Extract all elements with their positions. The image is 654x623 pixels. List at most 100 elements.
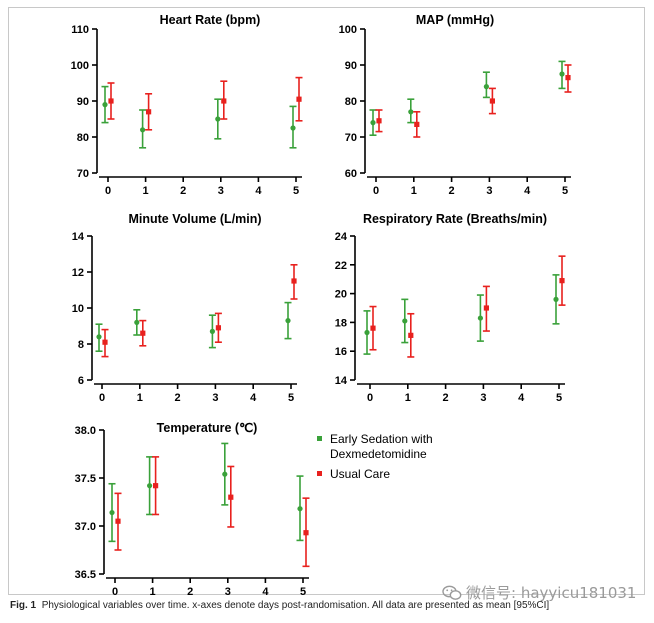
minute-volume-x-tick-label: 5 bbox=[288, 392, 294, 404]
respiratory-rate-x-tick-label: 2 bbox=[443, 392, 449, 404]
map-series-usual bbox=[375, 64, 572, 138]
legend-early-label-line1: Early Sedation with bbox=[330, 432, 433, 446]
heart-rate-y-tick-label: 80 bbox=[77, 132, 89, 144]
respiratory-rate-usual-point bbox=[370, 325, 376, 331]
map-usual-point bbox=[414, 121, 420, 127]
minute-volume-y-tick-label: 12 bbox=[72, 267, 84, 279]
caption-label: Fig. 1 bbox=[10, 600, 37, 611]
minute-volume-y-tick-label: 14 bbox=[72, 231, 85, 243]
map-early-point bbox=[408, 109, 414, 115]
temperature-x-tick-label: 5 bbox=[300, 586, 306, 598]
heart-rate-usual-point bbox=[221, 98, 227, 104]
temperature-usual-point bbox=[228, 494, 234, 500]
map-y-tick-label: 100 bbox=[339, 24, 357, 36]
temperature-y-tick-label: 36.5 bbox=[75, 569, 96, 581]
minute-volume-early-point bbox=[134, 319, 140, 325]
minute-volume-series-early bbox=[95, 301, 292, 353]
respiratory-rate-y-tick-label: 24 bbox=[335, 231, 348, 243]
map-early-point bbox=[559, 71, 565, 77]
temperature-x-tick-label: 4 bbox=[262, 586, 269, 598]
minute-volume-x-tick-label: 2 bbox=[175, 392, 181, 404]
temperature-y-tick-label: 37.0 bbox=[75, 521, 96, 533]
heart-rate-x-tick-label: 4 bbox=[255, 185, 262, 197]
minute-volume-y-tick-label: 6 bbox=[78, 375, 84, 387]
minute-volume-early-point bbox=[209, 328, 215, 334]
minute-volume-early-point bbox=[96, 334, 102, 340]
heart-rate-series-early bbox=[101, 85, 297, 149]
respiratory-rate-usual-point bbox=[408, 332, 414, 338]
map-usual-point bbox=[376, 118, 382, 124]
heart-rate-y-tick-label: 110 bbox=[71, 24, 89, 36]
heart-rate-early-point bbox=[215, 116, 221, 122]
temperature-x-tick-label: 0 bbox=[112, 586, 118, 598]
wechat-icon bbox=[442, 585, 462, 601]
temperature-early-point bbox=[222, 471, 228, 477]
respiratory-rate-title: Respiratory Rate (Breaths/min) bbox=[363, 212, 547, 226]
respiratory-rate-usual-point bbox=[483, 305, 489, 311]
temperature-x-tick-label: 2 bbox=[187, 586, 193, 598]
temperature-usual-point bbox=[303, 530, 309, 536]
heart-rate-early-point bbox=[102, 102, 108, 108]
heart-rate-x-tick-label: 5 bbox=[293, 185, 299, 197]
caption-text: Physiological variables over time. x-axe… bbox=[41, 600, 550, 611]
map-chart: MAP (mmHg) 60 70 80 90 100 0 1 2 3 4 5 bbox=[339, 13, 572, 197]
respiratory-rate-chart: Respiratory Rate (Breaths/min)1416182022… bbox=[335, 212, 566, 404]
heart-rate-title: Heart Rate (bpm) bbox=[160, 13, 261, 27]
map-x-tick-label: 5 bbox=[562, 185, 568, 197]
heart-rate-chart: Heart Rate (bpm) 70 80 90 100 110 0 1 2 3 4 5 bbox=[71, 13, 303, 197]
legend-usual-marker bbox=[317, 471, 322, 476]
map-title: MAP (mmHg) bbox=[416, 13, 494, 27]
map-y-tick-label: 70 bbox=[345, 132, 357, 144]
respiratory-rate-early-point bbox=[402, 318, 408, 324]
respiratory-rate-early-point bbox=[477, 315, 483, 321]
minute-volume-x-tick-label: 3 bbox=[212, 392, 218, 404]
temperature-early-point bbox=[297, 506, 303, 512]
heart-rate-x-tick-label: 3 bbox=[218, 185, 224, 197]
map-x-tick-label: 0 bbox=[373, 185, 379, 197]
map-x-tick-label: 1 bbox=[411, 185, 417, 197]
respiratory-rate-x-tick-label: 3 bbox=[480, 392, 486, 404]
minute-volume-title: Minute Volume (L/min) bbox=[128, 212, 261, 226]
map-y-tick-label: 90 bbox=[345, 60, 357, 72]
respiratory-rate-x-tick-label: 1 bbox=[405, 392, 411, 404]
heart-rate-series-usual bbox=[107, 76, 303, 131]
respiratory-rate-series-early bbox=[363, 274, 560, 355]
heart-rate-usual-point bbox=[108, 98, 114, 104]
minute-volume-y-tick-label: 8 bbox=[78, 339, 84, 351]
respiratory-rate-y-tick-label: 14 bbox=[335, 375, 348, 387]
heart-rate-y-tick-label: 100 bbox=[71, 60, 89, 72]
map-usual-point bbox=[489, 98, 495, 104]
temperature-early-point bbox=[147, 483, 153, 489]
figure-caption: Fig. 1 Physiological variables over time… bbox=[10, 600, 549, 611]
heart-rate-x-tick-label: 1 bbox=[143, 185, 149, 197]
temperature-x-tick-label: 3 bbox=[225, 586, 231, 598]
minute-volume-usual-point bbox=[215, 325, 221, 331]
figure-frame bbox=[8, 7, 645, 595]
watermark: 微信号: hayyicu181031 bbox=[442, 582, 636, 603]
map-early-point bbox=[370, 120, 376, 126]
temperature-y-tick-label: 38.0 bbox=[75, 425, 96, 437]
heart-rate-x-tick-label: 2 bbox=[180, 185, 186, 197]
minute-volume-y-tick-label: 10 bbox=[72, 303, 84, 315]
map-usual-point bbox=[565, 75, 571, 81]
respiratory-rate-x-tick-label: 4 bbox=[518, 392, 525, 404]
legend-early-marker bbox=[317, 436, 322, 441]
respiratory-rate-y-tick-label: 20 bbox=[335, 289, 347, 301]
heart-rate-early-point bbox=[140, 127, 146, 133]
map-series-early bbox=[369, 60, 566, 136]
temperature-series-usual bbox=[114, 456, 310, 568]
temperature-usual-point bbox=[153, 483, 159, 489]
map-y-tick-label: 60 bbox=[345, 168, 357, 180]
temperature-usual-point bbox=[115, 518, 121, 524]
map-x-tick-label: 3 bbox=[486, 185, 492, 197]
respiratory-rate-series-usual bbox=[369, 255, 566, 358]
respiratory-rate-x-tick-label: 0 bbox=[367, 392, 373, 404]
heart-rate-x-tick-label: 0 bbox=[105, 185, 111, 197]
respiratory-rate-x-tick-label: 5 bbox=[556, 392, 562, 404]
minute-volume-series-usual bbox=[101, 263, 298, 358]
temperature-series-early bbox=[108, 442, 304, 543]
respiratory-rate-y-tick-label: 22 bbox=[335, 260, 347, 272]
legend-usual-label: Usual Care bbox=[330, 467, 390, 481]
